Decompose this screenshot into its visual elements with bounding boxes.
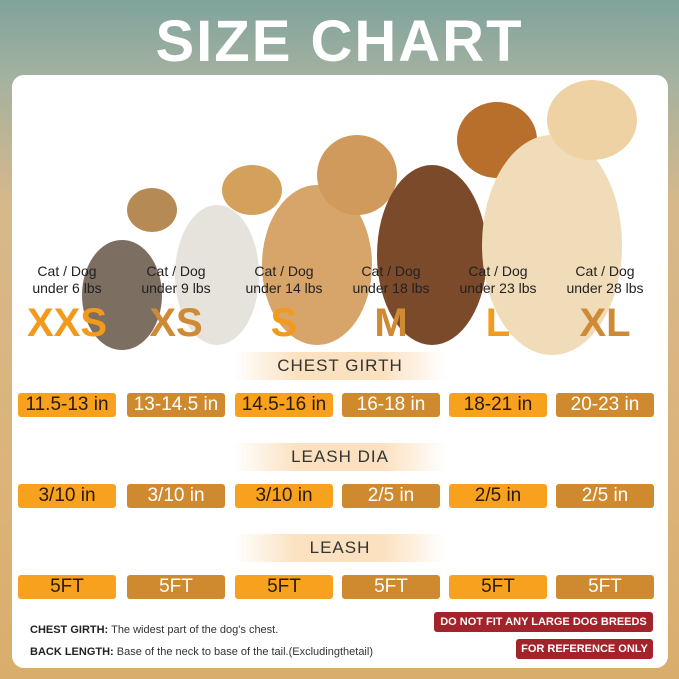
chest-value: 18-21 in <box>449 393 547 417</box>
size-column: Cat / Dog under 28 lbs XL <box>551 263 659 345</box>
leash-length-value: 5FT <box>127 575 225 599</box>
leash-length-value: 5FT <box>449 575 547 599</box>
weight-label: Cat / Dog under 18 lbs <box>352 263 430 296</box>
size-column: Cat / Dog under 6 lbs XXS <box>13 263 121 345</box>
chest-value: 11.5-13 in <box>18 393 116 417</box>
size-label: M <box>374 301 408 345</box>
chest-girth-header: CHEST GIRTH <box>234 352 446 380</box>
size-column: Cat / Dog under 23 lbs L <box>444 263 552 345</box>
size-label: XS <box>149 301 203 345</box>
size-label: XXS <box>26 301 108 345</box>
weight-label: Cat / Dog under 14 lbs <box>245 263 323 296</box>
weight-label: Cat / Dog under 6 lbs <box>32 263 102 296</box>
size-label: S <box>270 301 298 345</box>
leash-dia-value: 3/10 in <box>18 484 116 508</box>
leash-header: LEASH <box>234 534 446 562</box>
size-label: XL <box>579 301 631 345</box>
leash-length-value: 5FT <box>342 575 440 599</box>
leash-dia-header: LEASH DIA <box>234 443 446 471</box>
leash-dia-value: 3/10 in <box>127 484 225 508</box>
dogs-photo <box>82 80 637 355</box>
reference-only-warning: FOR REFERENCE ONLY <box>516 639 653 659</box>
leash-length-value: 5FT <box>235 575 333 599</box>
back-length-note: BACK LENGTH: Base of the neck to base of… <box>30 646 373 658</box>
page-title: SIZE CHART <box>155 9 524 74</box>
chest-value: 16-18 in <box>342 393 440 417</box>
large-breed-warning: DO NOT FIT ANY LARGE DOG BREEDS <box>434 612 653 632</box>
size-chart-card <box>12 75 668 668</box>
leash-dia-value: 3/10 in <box>235 484 333 508</box>
leash-dia-value: 2/5 in <box>556 484 654 508</box>
leash-length-value: 5FT <box>18 575 116 599</box>
leash-length-value: 5FT <box>556 575 654 599</box>
chest-value: 14.5-16 in <box>235 393 333 417</box>
size-column: Cat / Dog under 14 lbs S <box>230 263 338 345</box>
chest-value: 13-14.5 in <box>127 393 225 417</box>
size-label: L <box>485 301 511 345</box>
chest-girth-note: CHEST GIRTH: The widest part of the dog'… <box>30 624 279 636</box>
weight-label: Cat / Dog under 9 lbs <box>141 263 211 296</box>
chest-value: 20-23 in <box>556 393 654 417</box>
size-column: Cat / Dog under 18 lbs M <box>337 263 445 345</box>
leash-dia-value: 2/5 in <box>342 484 440 508</box>
leash-dia-value: 2/5 in <box>449 484 547 508</box>
weight-label: Cat / Dog under 28 lbs <box>566 263 644 296</box>
size-column: Cat / Dog under 9 lbs XS <box>122 263 230 345</box>
weight-label: Cat / Dog under 23 lbs <box>459 263 537 296</box>
